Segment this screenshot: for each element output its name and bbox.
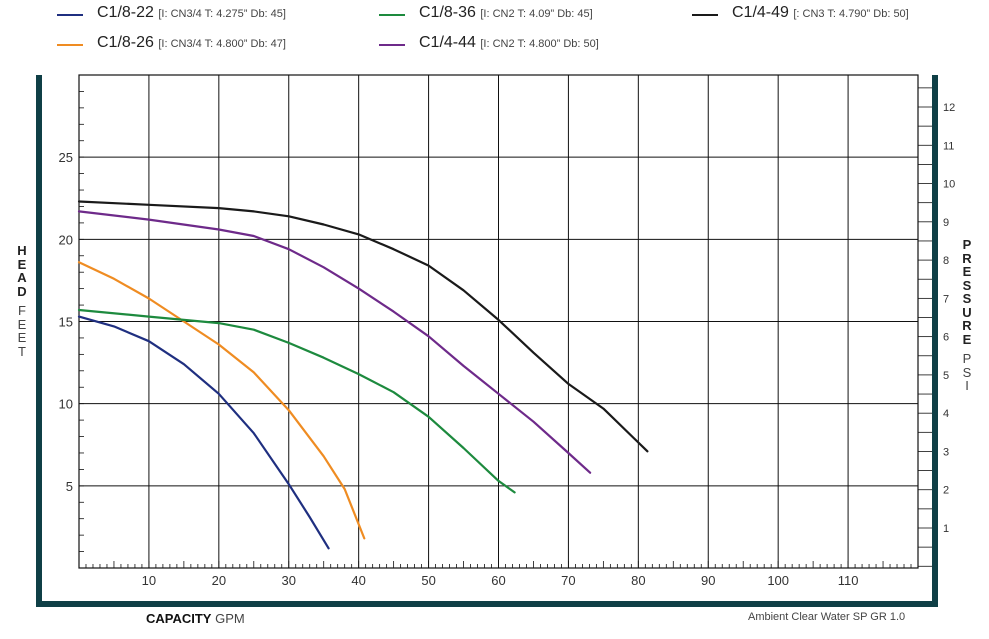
- frame-bottom-band: [36, 601, 938, 607]
- legend-swatch: [379, 44, 405, 46]
- x-tick-label: 50: [421, 573, 435, 588]
- y-right-title-letter: R: [962, 318, 972, 333]
- y-left-title-letter: T: [18, 343, 26, 359]
- x-tick-label: 70: [561, 573, 575, 588]
- x-axis-title-bold: CAPACITY: [146, 611, 212, 626]
- x-tick-label: 90: [701, 573, 715, 588]
- y-left-title-letter: F: [18, 303, 26, 318]
- y-right-tick-label: 11: [943, 140, 954, 152]
- y-right-tick-label: 6: [943, 332, 949, 344]
- legend-swatch: [57, 44, 83, 46]
- legend-label: C1/8-22: [97, 4, 154, 21]
- y-right-tick-label: 4: [943, 408, 949, 420]
- series-line-c1-8-36: [77, 308, 516, 494]
- y-right-tick-label: 1: [943, 523, 949, 535]
- legend-spec: [I: CN2 T: 4.09” Db: 45]: [480, 8, 593, 20]
- chart-note: Ambient Clear Water SP GR 1.0: [748, 611, 906, 623]
- frame-left-band: [36, 75, 42, 607]
- y-right-title-letter: E: [962, 264, 972, 279]
- x-tick-label: 60: [491, 573, 505, 588]
- y-left-title-letter: E: [17, 256, 27, 272]
- y-right-tick-label: 9: [943, 217, 949, 229]
- series-line-c1-4-44: [77, 210, 592, 474]
- legend-label: C1/8-26: [97, 34, 154, 51]
- legend-spec: [I: CN2 T: 4.800” Db: 50]: [480, 38, 599, 50]
- y-left-title-letter: E: [17, 330, 27, 345]
- y-right-title-letter: R: [962, 250, 972, 266]
- y-right-tick-label: 3: [943, 446, 949, 458]
- y-left-title-letter: D: [17, 283, 27, 299]
- x-tick-label: 110: [838, 573, 859, 588]
- y-right-tick-label: 8: [943, 255, 949, 267]
- y-left-title-letter: E: [17, 316, 27, 332]
- y-left-tick-label: 10: [59, 397, 73, 412]
- y-left-tick-label: 15: [59, 315, 73, 330]
- legend-swatch: [57, 14, 83, 16]
- y-right-tick-label: 12: [943, 102, 955, 114]
- x-tick-label: 30: [282, 573, 296, 588]
- y-right-tick-label: 7: [943, 293, 949, 305]
- x-axis-title: CAPACITY GPM: [146, 611, 245, 626]
- y-right-title-letter: S: [962, 291, 972, 306]
- series-line-c1-8-26: [77, 261, 366, 540]
- y-right-title-letter: E: [962, 331, 972, 347]
- y-left-tick-label: 5: [66, 479, 73, 494]
- y-right-tick-label: 2: [943, 485, 949, 497]
- y-right-title-letter: S: [962, 277, 972, 293]
- frame-right-band: [932, 75, 938, 607]
- y-right-title-letter: P: [962, 237, 972, 252]
- legend-label: C1/4-44: [419, 34, 476, 51]
- y-right-tick-label: 10: [943, 179, 955, 191]
- y-right-title-letter: I: [965, 378, 969, 393]
- y-left-title-letter: A: [17, 270, 27, 285]
- x-tick-label: 80: [631, 573, 645, 588]
- y-left-tick-label: 20: [59, 232, 73, 247]
- legend-spec: [: CN3 T: 4.790” Db: 50]: [793, 8, 909, 20]
- legend-swatch: [379, 14, 405, 16]
- y-right-title-letter: P: [962, 351, 972, 366]
- series-line-c1-4-49: [77, 200, 649, 453]
- x-tick-label: 20: [212, 573, 226, 588]
- x-axis-title-unit: GPM: [215, 611, 245, 626]
- y-right-title-letter: S: [962, 364, 972, 380]
- legend-spec: [I: CN3/4 T: 4.800” Db: 47]: [158, 38, 286, 50]
- y-left-title-letter: H: [17, 243, 27, 258]
- series-line-c1-8-22: [77, 315, 330, 550]
- y-right-title-letter: U: [962, 304, 972, 320]
- x-tick-label: 10: [142, 573, 156, 588]
- legend-swatch: [692, 14, 718, 16]
- legend-label: C1/8-36: [419, 4, 476, 21]
- legend-label: C1/4-49: [732, 4, 789, 21]
- legend-spec: [I: CN3/4 T: 4.275” Db: 45]: [158, 8, 286, 20]
- x-tick-label: 40: [351, 573, 365, 588]
- y-left-tick-label: 25: [59, 150, 73, 165]
- y-right-tick-label: 5: [943, 370, 949, 382]
- x-tick-label: 100: [767, 573, 789, 588]
